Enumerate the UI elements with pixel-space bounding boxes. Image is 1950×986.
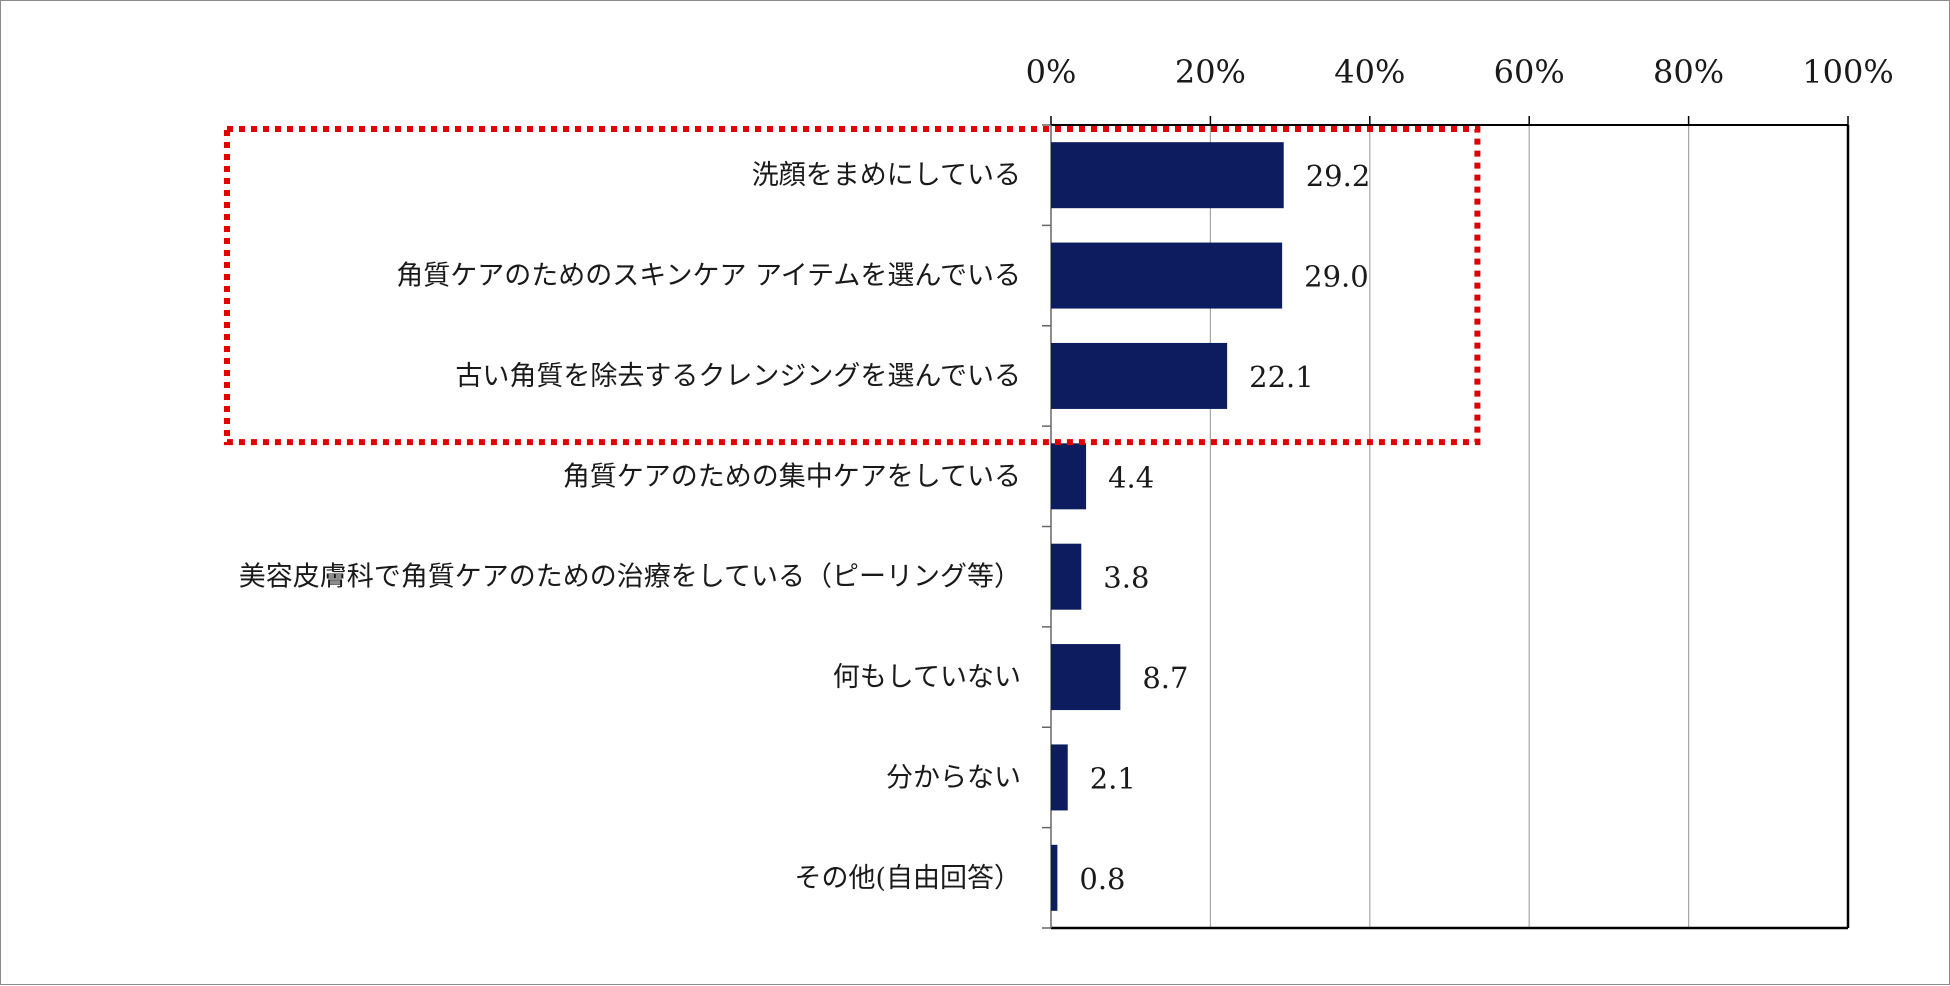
category-label: 美容皮膚科で角質ケアのための治療をしている（ピーリング等）: [239, 562, 1021, 593]
x-tick-label: 60%: [1494, 53, 1565, 91]
bar-layer: [1051, 142, 1284, 911]
highlight-layer: [224, 126, 1481, 446]
bar: [1051, 644, 1121, 711]
bar: [1051, 543, 1082, 610]
bar: [1051, 142, 1284, 209]
grid-layer: [1209, 125, 1690, 928]
bar: [1051, 242, 1283, 309]
bar: [1051, 744, 1068, 811]
highlight-box: [224, 126, 1481, 446]
value-label: 4.4: [1108, 460, 1154, 494]
x-tick-label: 40%: [1334, 53, 1405, 91]
value-label: 0.8: [1079, 862, 1125, 896]
bar: [1051, 844, 1058, 911]
category-label: 分からない: [886, 762, 1021, 793]
bar: [1051, 443, 1087, 510]
value-label: 3.8: [1103, 561, 1149, 595]
x-tick-label: 80%: [1653, 53, 1724, 91]
x-tick-label: 100%: [1802, 53, 1893, 91]
category-label: 角質ケアのためのスキンケア アイテムを選んでいる: [396, 261, 1021, 292]
value-label: 8.7: [1142, 661, 1188, 695]
value-label: 22.1: [1249, 360, 1314, 394]
value-label: 2.1: [1090, 761, 1136, 795]
value-label: 29.0: [1304, 260, 1369, 294]
category-label: 角質ケアのための集中ケアをしている: [563, 461, 1021, 492]
category-label: 古い角質を除去するクレンジングを選んでいる: [455, 361, 1021, 392]
bar: [1051, 342, 1228, 409]
category-label: 何もしていない: [833, 662, 1021, 693]
value-label: 29.2: [1306, 159, 1371, 193]
category-label: その他(自由回答）: [794, 863, 1021, 894]
x-tick-label: 20%: [1175, 53, 1246, 91]
label-layer: 29.2 洗顔をまめにしている 29.0 角質ケアのためのスキンケア アイテムを選んで…: [239, 159, 1371, 896]
x-tick-label: 0%: [1026, 53, 1077, 91]
category-label: 洗顔をまめにしている: [752, 160, 1021, 191]
axis-layer: 0% 20% 40% 60% 80% 100%: [1026, 53, 1894, 930]
